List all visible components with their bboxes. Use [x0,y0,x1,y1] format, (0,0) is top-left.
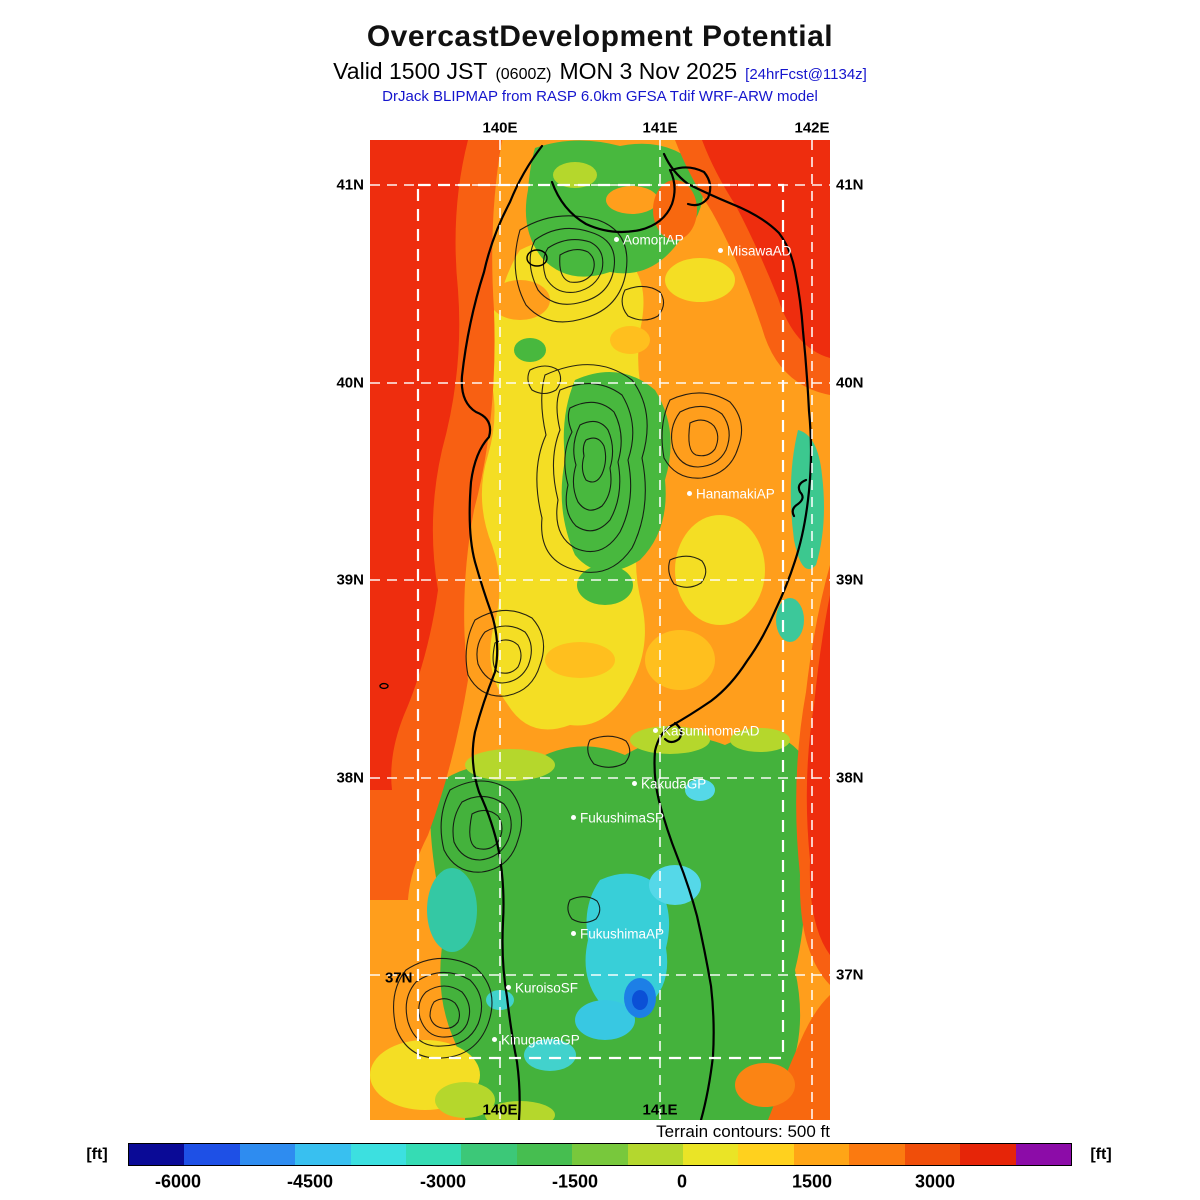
colorbar-unit-right: [ft] [1090,1146,1112,1163]
valid-time-line: Valid 1500 JST (0600Z) MON 3 Nov 2025 [24hr… [0,58,1200,85]
domain-boundary [416,183,785,1060]
station-marker: AomoriAP [614,231,684,249]
station-marker: KakudaGP [632,775,706,793]
colorbar-segment [461,1144,517,1165]
station-dot-icon [506,985,511,991]
station-label: KinugawaGP [501,1032,580,1048]
lon-label-bottom: 140E [482,1101,518,1119]
lat-label-left: 37N [385,969,413,987]
terrain-contours-note: Terrain contours: 500 ft [656,1122,830,1141]
station-label: KasuminomeAD [662,723,760,739]
valid-date: MON 3 Nov 2025 [559,58,738,84]
colorbar-segment [129,1144,185,1165]
lat-label-right: 40N [836,374,864,392]
colorbar-segment [516,1144,573,1165]
terrain-contours [393,215,743,1059]
valid-time: Valid 1500 JST [333,58,488,84]
colorbar-unit-left: [ft] [86,1146,108,1163]
colorbar-tick: -6000 [154,1171,202,1192]
station-label: HanamakiAP [696,486,775,502]
colorbar [128,1143,1072,1166]
lat-label-right: 38N [836,769,864,787]
lon-label-top: 141E [642,119,678,137]
colorbar-segment [239,1144,296,1165]
colorbar-segment [793,1144,850,1165]
station-dot-icon [632,781,637,787]
station-label: FukushimaAP [580,926,665,942]
station-label: KakudaGP [641,776,707,792]
colorbar-tick: 0 [676,1171,688,1192]
colorbar-tick: -4500 [286,1171,334,1192]
station-dot-icon [614,237,619,243]
station-marker: KinugawaGP [492,1031,580,1049]
station-label: KuroisoSF [515,980,579,996]
page-title: OvercastDevelopment Potential [366,20,834,53]
valid-time-zulu: (0600Z) [495,66,552,83]
colorbar-tick: 1500 [791,1171,833,1192]
station-dot-icon [718,248,723,254]
colorbar-segment [683,1144,739,1165]
colorbar-tick: -3000 [419,1171,467,1192]
station-dot-icon [687,491,692,497]
colorbar-tick: -1500 [551,1171,599,1192]
forecast-map-svg [370,140,830,1120]
station-marker: KuroisoSF [506,979,578,997]
station-label: FukushimaSP [580,810,665,826]
station-dot-icon [571,815,576,821]
colorbar-segment [184,1144,240,1165]
colorbar-segment [1015,1144,1071,1165]
colorbar-segment [295,1144,351,1165]
colorbar-segment [960,1144,1016,1165]
colorbar-segment [849,1144,905,1165]
station-dot-icon [492,1037,497,1043]
lat-label-left: 40N [336,374,364,392]
lon-label-top: 140E [482,119,518,137]
forecast-tag: [24hrFcst@1134z] [745,66,867,83]
lat-label-right: 39N [836,571,864,589]
lat-label-left: 38N [336,769,364,787]
station-label: AomoriAP [623,232,684,248]
colorbar-segment [350,1144,407,1165]
station-marker: FukushimaSP [571,809,664,827]
lat-label-left: 39N [336,571,364,589]
lon-label-top: 142E [794,119,830,137]
station-marker: FukushimaAP [571,925,664,943]
lat-label-right: 41N [836,176,864,194]
colorbar-tick: 3000 [914,1171,956,1192]
station-dot-icon [571,931,576,937]
colorbar-segment [572,1144,628,1165]
model-info-line: DrJack BLIPMAP from RASP 6.0km GFSA Tdif… [382,88,818,105]
station-label: MisawaAD [727,243,792,259]
lon-label-bottom: 141E [642,1101,678,1119]
station-marker: KasuminomeAD [653,722,760,740]
station-marker: MisawaAD [718,242,792,260]
lat-label-right: 37N [836,966,864,984]
station-dot-icon [653,728,658,734]
forecast-map: AomoriAP MisawaAD HanamakiAP KasuminomeA… [370,140,830,1120]
lat-label-left: 41N [336,176,364,194]
colorbar-segment [904,1144,961,1165]
station-marker: HanamakiAP [687,485,775,503]
colorbar-segment [627,1144,684,1165]
colorbar-segment [738,1144,794,1165]
colorbar-segment [406,1144,462,1165]
